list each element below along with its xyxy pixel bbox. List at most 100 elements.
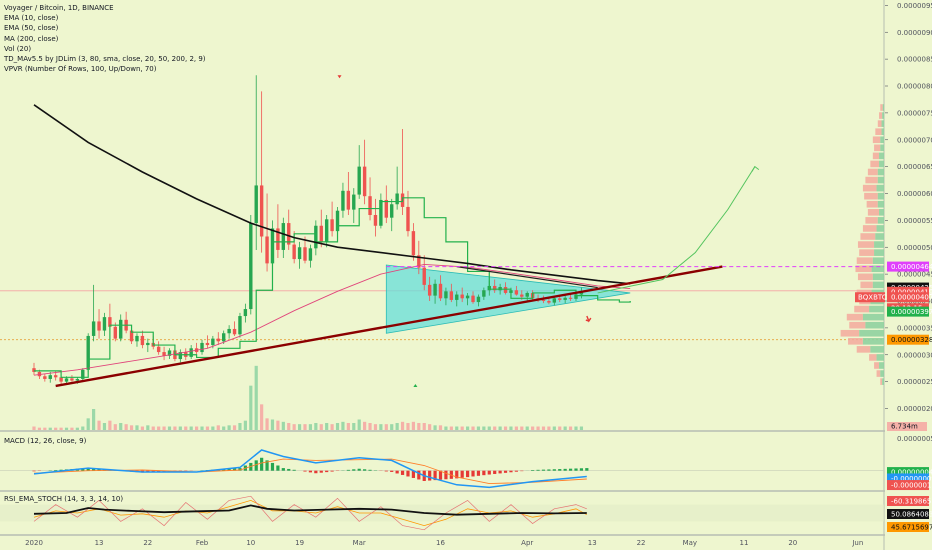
candle-body — [276, 228, 280, 250]
volume-bar — [195, 426, 199, 430]
volume-bar — [390, 424, 394, 430]
time-tick-label: 16 — [436, 539, 445, 547]
projection-arrow — [597, 166, 756, 294]
price-axis[interactable]: 0.00000950 0.00000900 0.00000850 0.00000800… — [855, 0, 932, 550]
macd-histogram-bar — [466, 470, 470, 478]
macd-histogram-bar — [276, 465, 280, 471]
candle-body — [411, 231, 416, 256]
candle-body — [113, 326, 117, 339]
macd-histogram-bar — [227, 468, 231, 471]
candle-body — [232, 328, 237, 335]
candle-body — [558, 298, 562, 300]
macd-histogram-bar — [406, 470, 410, 477]
vpvr-up-row — [879, 160, 884, 168]
macd-histogram-bar — [314, 470, 318, 474]
volume-bar — [417, 423, 421, 430]
volume-bar — [238, 423, 242, 430]
legend-title[interactable]: Voyager / Bitcoin, 1D, BINANCE — [4, 4, 114, 12]
candle-body — [91, 321, 96, 336]
candle-body — [465, 295, 470, 299]
legend-volume[interactable]: Vol (20) — [4, 44, 32, 53]
macd-histogram-bar — [357, 468, 361, 471]
candle-body — [503, 287, 508, 293]
volume-bar — [568, 426, 573, 430]
vpvr-up-row — [882, 112, 884, 119]
macd-histogram-bar — [498, 470, 502, 474]
vpvr-down-row — [859, 249, 875, 256]
candle-body — [281, 223, 286, 250]
chart-legend: Voyager / Bitcoin, 1D, BINANCE EMA (10, … — [4, 3, 206, 74]
vpvr-down-row — [864, 192, 878, 200]
macd-histogram-bar — [536, 469, 540, 471]
rsi-legend[interactable]: RSI_EMA_STOCH (14, 3, 3, 14, 10) — [4, 495, 124, 503]
candle-body — [427, 284, 432, 296]
legend-vpvr[interactable]: VPVR (Number Of Rows, 100, Up/Down, 70) — [4, 65, 157, 74]
candle-body — [205, 342, 210, 346]
vpvr-down-row — [866, 200, 878, 208]
vpvr-down-row — [876, 370, 881, 377]
candle-body — [346, 190, 351, 210]
candle-body — [335, 210, 340, 232]
macd-histogram-bar — [428, 470, 432, 481]
macd-tag — [887, 467, 929, 478]
macd-histogram-bar — [281, 468, 285, 471]
macd-histogram-bar — [574, 468, 578, 471]
vpvr-up-row — [881, 120, 884, 127]
price-tick-label: 0.00000700 — [897, 136, 932, 144]
candle-body — [362, 166, 367, 197]
vpvr-up-row — [881, 128, 884, 135]
time-tick-label: 19 — [295, 539, 304, 547]
candle-body — [433, 283, 437, 296]
rsi-tag — [887, 509, 929, 519]
macd-histogram-bar — [303, 470, 307, 472]
candle-body — [406, 206, 410, 232]
candle-body — [525, 292, 529, 297]
macd-histogram-bar — [585, 468, 589, 471]
volume-bar — [81, 426, 85, 430]
macd-tag — [887, 473, 929, 484]
candle-body — [43, 376, 47, 379]
candle-body — [482, 290, 486, 297]
descending-resistance-line — [456, 266, 598, 289]
vpvr-up-row — [879, 209, 884, 216]
vpvr-up-row — [870, 346, 884, 353]
legend-ema10[interactable]: EMA (10, close) — [4, 14, 59, 23]
volume-bar — [254, 365, 258, 430]
candle-body — [129, 330, 134, 342]
volume-bar — [157, 426, 161, 430]
td-buy-marker-icon — [413, 384, 418, 387]
candle-body — [384, 199, 388, 218]
candle-body — [390, 204, 394, 218]
volume-bar — [281, 421, 285, 430]
volume-tag — [887, 422, 927, 431]
candle-body — [297, 247, 302, 260]
candle-body — [444, 291, 448, 299]
volume-bar — [102, 423, 107, 430]
legend-td-ma[interactable]: TD_MAv5.5 by JDLim (3, 80, sma, close, 2… — [4, 55, 206, 64]
candle-body — [379, 199, 383, 226]
volume-bar — [167, 426, 172, 430]
macd-legend[interactable]: MACD (12, 26, close, 9) — [4, 437, 87, 445]
time-axis[interactable]: 2020 13 22 Feb 10 19 Mar 16 Apr 13 22 May 11 20 Jun — [25, 539, 863, 547]
ma200-line — [33, 104, 631, 285]
candles[interactable] — [32, 75, 584, 385]
candle-body — [308, 248, 313, 261]
macd-histogram-bar — [238, 468, 242, 471]
legend-ma200[interactable]: MA (200, close) — [4, 34, 59, 43]
candle-body — [422, 267, 426, 285]
volume-bar — [498, 426, 502, 430]
candle-body — [493, 285, 497, 291]
price-tag — [887, 306, 929, 317]
volume-bar — [558, 426, 562, 430]
macd-histogram-bar — [232, 468, 237, 471]
candle-body — [455, 294, 459, 300]
volume-bar — [503, 426, 508, 430]
vpvr-down-row — [872, 152, 880, 160]
price-tag — [887, 286, 929, 297]
volume-bar — [422, 423, 426, 430]
legend-ema50[interactable]: EMA (50, close) — [4, 24, 59, 33]
volume-bar — [368, 423, 372, 430]
vpvr-down-row — [860, 233, 876, 240]
